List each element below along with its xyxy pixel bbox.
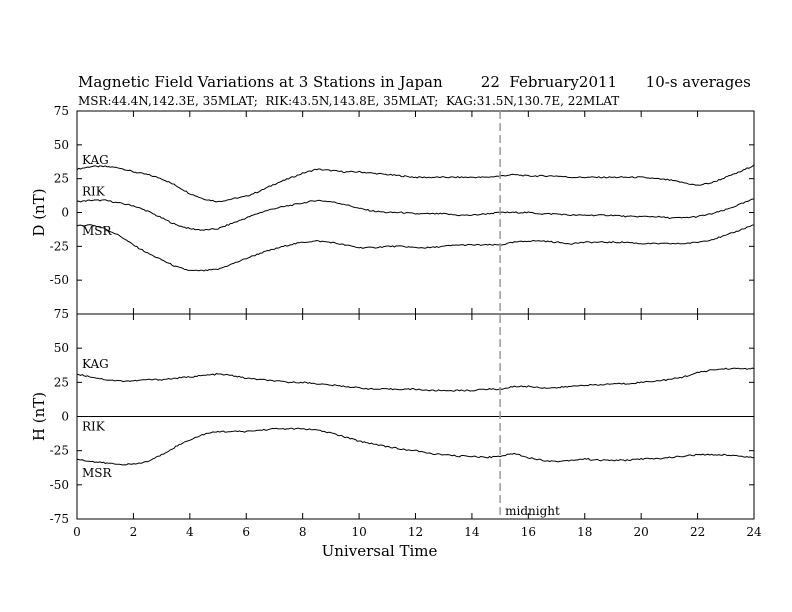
y-tick-label: 25 xyxy=(54,172,69,186)
series-line-kag xyxy=(76,367,755,392)
series-label-rik: RIK xyxy=(82,185,106,199)
panel-frame xyxy=(76,110,755,315)
y-tick-label: 50 xyxy=(54,341,69,355)
x-tick-label: 18 xyxy=(577,525,592,539)
x-tick-label: 10 xyxy=(351,525,366,539)
y-tick-label: -50 xyxy=(50,273,69,287)
series-label-kag: KAG xyxy=(82,153,109,167)
x-tick-label: 12 xyxy=(408,525,423,539)
series-line-rik xyxy=(76,198,755,231)
chart-title: Magnetic Field Variations at 3 Stations … xyxy=(78,73,751,91)
x-tick-label: 6 xyxy=(242,525,250,539)
y-tick-label: 75 xyxy=(54,307,69,321)
x-tick-label: 4 xyxy=(186,525,194,539)
y-axis-title: H (nT) xyxy=(30,392,48,441)
series-line-msr xyxy=(76,427,755,466)
x-tick-label: 24 xyxy=(746,525,762,539)
x-tick-label: 16 xyxy=(521,525,536,539)
y-tick-label: 25 xyxy=(54,375,69,389)
y-axis-title: D (nT) xyxy=(30,188,48,236)
y-tick-label: 50 xyxy=(54,138,69,152)
x-tick-label: 22 xyxy=(690,525,705,539)
y-tick-label: 0 xyxy=(61,410,69,424)
y-tick-label: -25 xyxy=(50,444,69,458)
x-tick-label: 2 xyxy=(130,525,138,539)
y-tick-label: -50 xyxy=(50,478,69,492)
x-axis-title: Universal Time xyxy=(322,542,438,560)
series-line-kag xyxy=(76,164,755,203)
y-tick-label: 75 xyxy=(54,104,69,118)
midnight-label: midnight xyxy=(505,504,560,518)
series-label-msr: MSR xyxy=(82,466,113,480)
series-label-kag: KAG xyxy=(82,357,109,371)
y-tick-label: -25 xyxy=(50,239,69,253)
x-tick-label: 14 xyxy=(464,525,480,539)
chart-subtitle: MSR:44.4N,142.3E, 35MLAT; RIK:43.5N,143.… xyxy=(78,94,620,108)
x-tick-label: 8 xyxy=(299,525,307,539)
series-label-rik: RIK xyxy=(82,420,106,434)
y-tick-label: 0 xyxy=(61,206,69,220)
x-tick-label: 0 xyxy=(73,525,81,539)
x-tick-label: 20 xyxy=(634,525,649,539)
y-tick-label: -75 xyxy=(50,512,69,526)
series-label-msr: MSR xyxy=(82,224,113,238)
series-line-msr xyxy=(76,224,755,272)
